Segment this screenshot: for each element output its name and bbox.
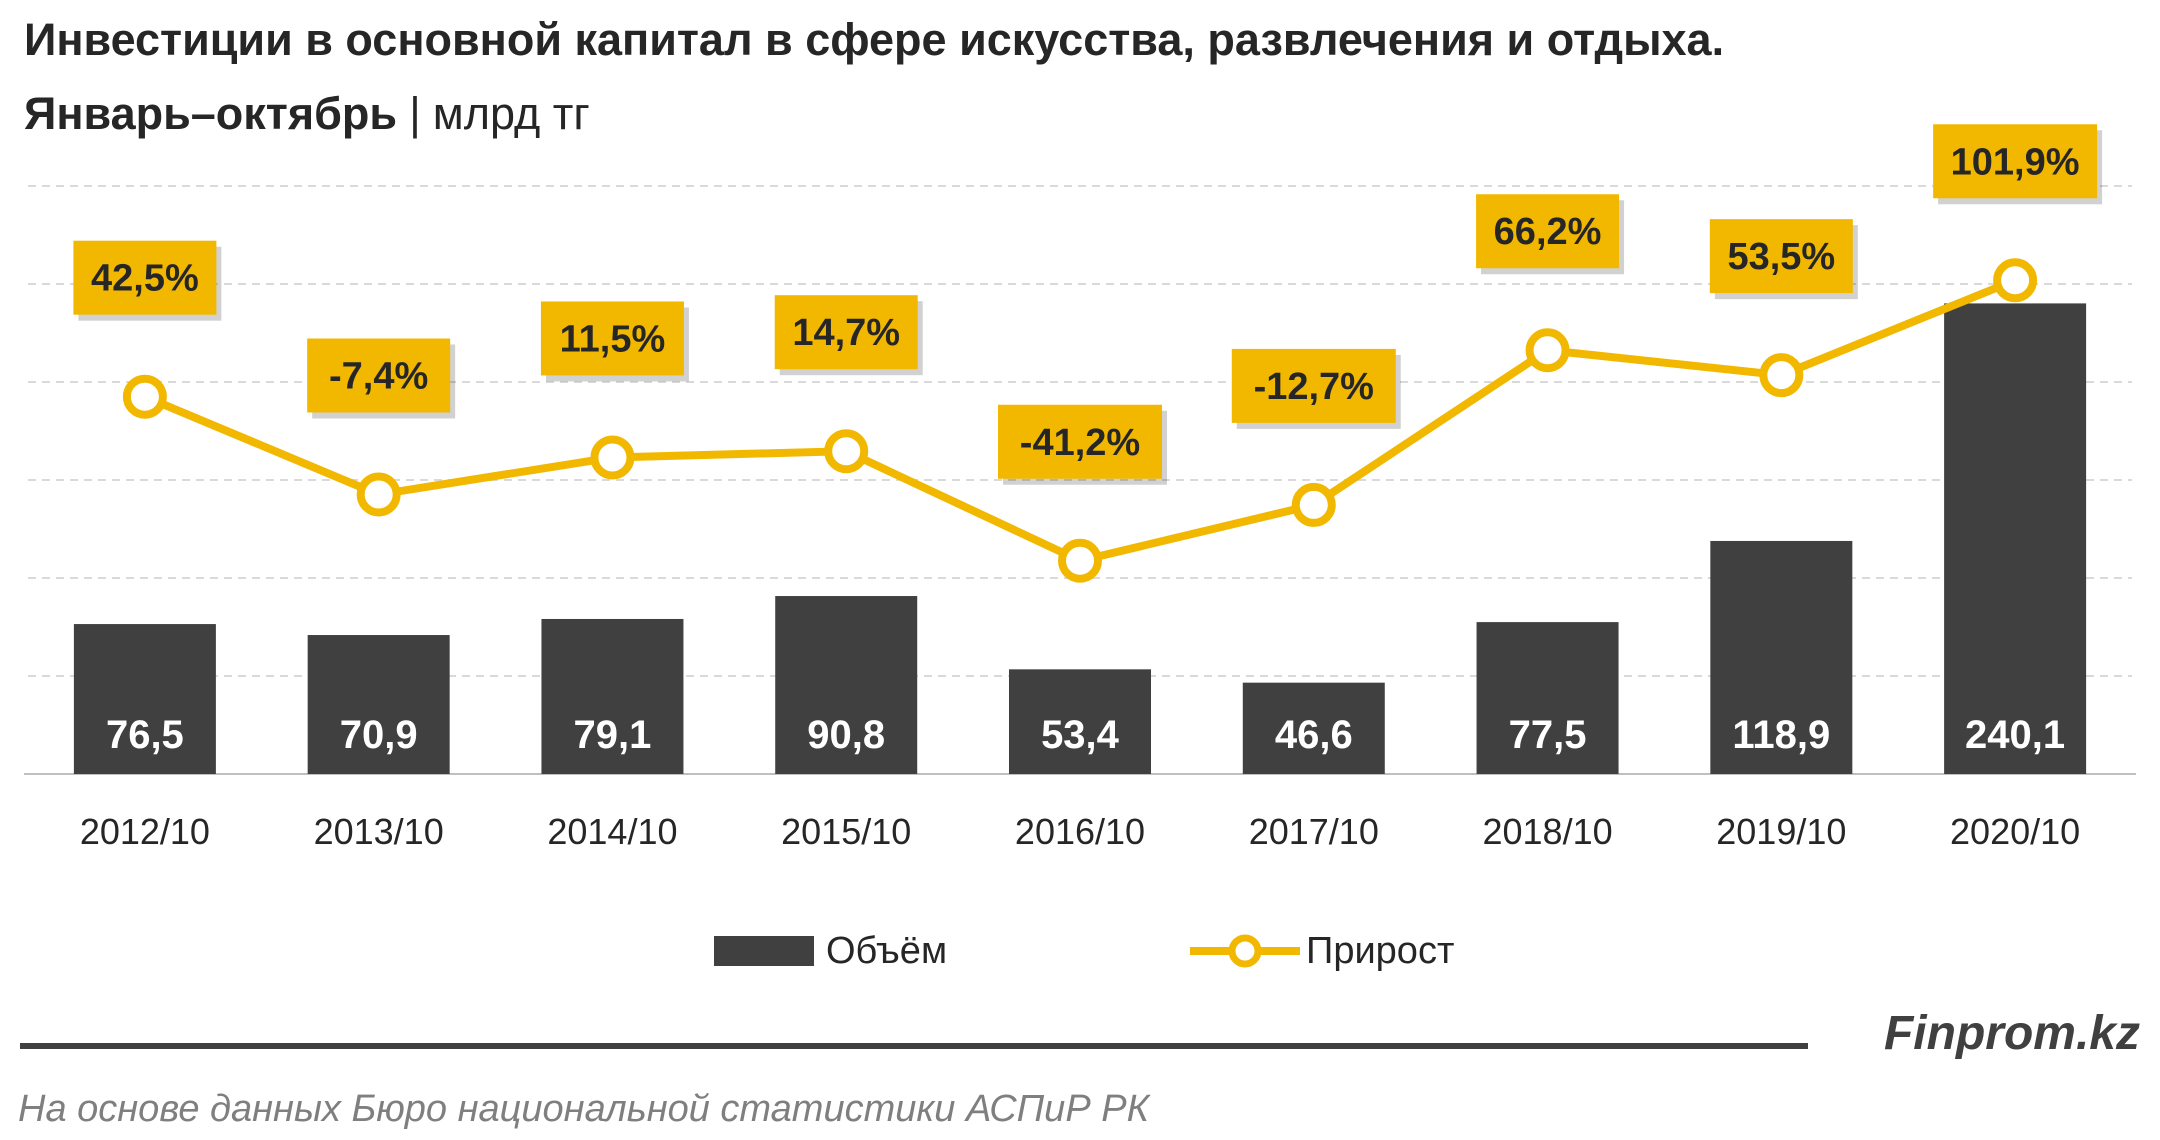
bar-value-labels: 76,5 70,9 79,1 90,8 53,4 46,6 77,5 118,9 240,1 [106,713,2065,757]
point-label-box [307,338,451,413]
bar-value-label: 90,8 [807,713,885,757]
bar-value-label: 118,9 [1732,713,1830,757]
bar-value-label: 76,5 [106,713,184,757]
x-tick-label: 2013/10 [314,811,444,852]
point-label-box [540,301,684,376]
x-axis-tick-labels: 2012/10 2013/10 2014/10 2015/10 2016/10 2017/… [80,811,2080,852]
x-tick-label: 2015/10 [781,811,911,852]
bar [1242,682,1385,774]
footer-divider [20,1043,1808,1049]
subtitle-unit: млрд тг [432,88,590,139]
bar [1944,303,2087,774]
brand-logo: Finprom.kz [1883,1007,2140,1060]
line-series [122,258,2038,583]
point-value-label: -7,4% [329,356,428,398]
bar-value-label: 77,5 [1509,713,1587,757]
x-tick-label: 2017/10 [1249,811,1379,852]
bar [307,635,450,774]
line-point [1759,353,1804,398]
point-value-label: 11,5% [560,318,666,360]
line-point [1058,538,1102,583]
line-point [122,374,167,419]
subtitle-separator: | [409,88,421,139]
bar [1476,622,1619,774]
point-value-label: 42,5% [91,258,199,300]
bar [775,596,918,774]
chart-title: Инвестиции в основной капитал в сфере ис… [24,14,1725,65]
point-label-box [1709,219,1853,294]
x-tick-label: 2019/10 [1716,811,1846,852]
bar [73,624,216,774]
point-value-label: -41,2% [1020,422,1140,464]
combo-chart: 76,5 70,9 79,1 90,8 53,4 46,6 77,5 118,9 240,1 4… [24,124,2136,972]
point-label-box [73,240,217,315]
bar [1710,540,1853,774]
bar-value-label: 70,9 [340,713,418,757]
subtitle-period: Январь–октябрь [24,88,398,139]
bar-value-label: 53,4 [1041,713,1120,757]
bar [1009,669,1151,774]
point-label-box [1933,124,2098,199]
x-tick-label: 2014/10 [547,811,677,852]
point-value-label: 66,2% [1494,211,1602,253]
line-value-labels: 42,5% -7,4% 11,5% 14,7% -41,2% -12,7% 66,2% 53,… [73,124,2103,485]
point-value-label: 101,9% [1951,141,2080,183]
line-point [1993,258,2038,303]
x-tick-label: 2018/10 [1482,811,1612,852]
legend-label-line: Прирост [1306,930,1454,972]
x-tick-label: 2020/10 [1950,811,2080,852]
x-tick-label: 2012/10 [80,811,210,852]
legend: Объём Прирост [714,930,1454,972]
source-note: На основе данных Бюро национальной стати… [18,1088,1149,1130]
line-point [356,472,401,517]
bar-series [73,303,2087,774]
bar-value-label: 240,1 [1965,713,2065,757]
point-label-box [1476,194,1620,269]
x-tick-label: 2016/10 [1015,811,1145,852]
bar [541,618,684,774]
point-label-box [1231,348,1396,423]
line-point [1291,482,1336,527]
line-point [824,429,869,474]
point-label-box [998,404,1162,479]
point-value-label: 14,7% [792,312,900,354]
line-point [1525,328,1570,373]
legend-swatch-bar [714,936,814,966]
line-point [590,435,635,480]
legend-swatch-marker [1228,934,1262,968]
bar-value-label: 79,1 [574,713,652,757]
point-value-label: 53,5% [1727,236,1835,278]
chart-subtitle: Январь–октябрь | млрд тг [24,88,590,140]
point-label-box [774,295,918,370]
legend-label-bar: Объём [826,930,947,972]
bar-value-label: 46,6 [1275,713,1353,757]
point-value-label: -12,7% [1254,366,1374,408]
